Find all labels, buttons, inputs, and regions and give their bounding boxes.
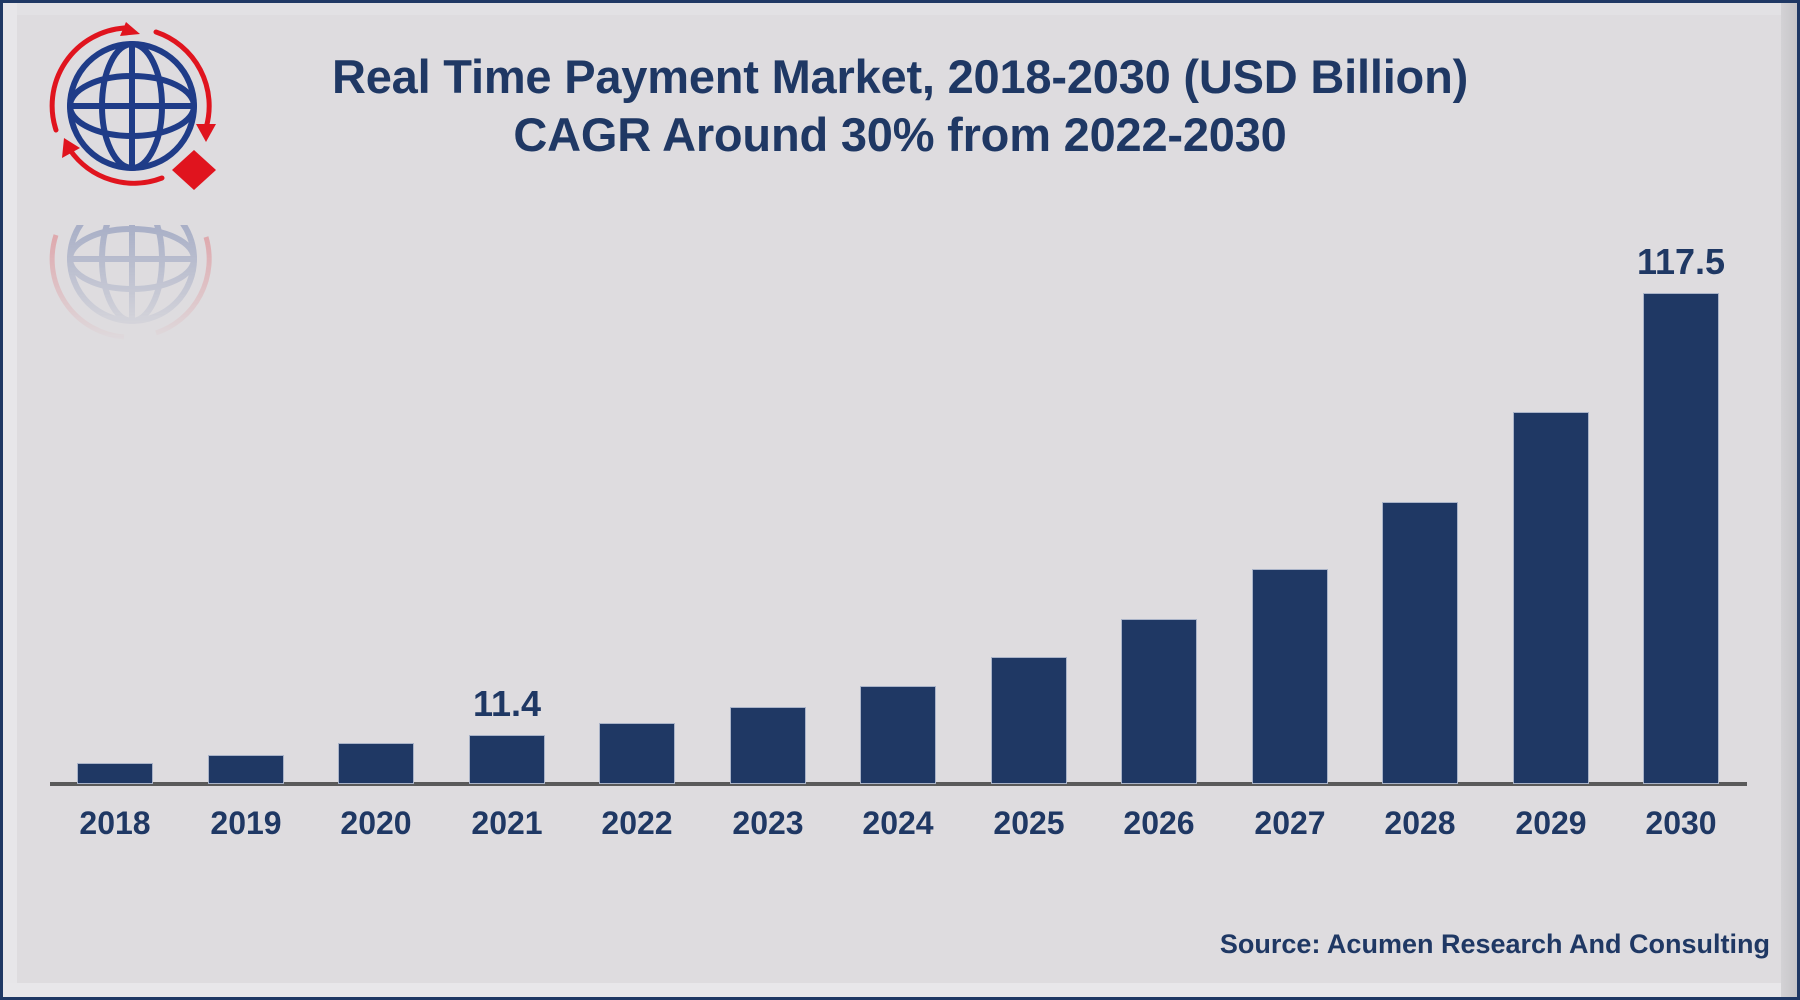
x-tick-label: 2030 [1645, 805, 1717, 841]
chart-title: Real Time Payment Market, 2018-2030 (USD… [0, 48, 1800, 164]
frame-bevel-top [3, 3, 1797, 15]
frame-bevel-left [3, 3, 17, 997]
bar-2026 [1122, 620, 1196, 783]
x-tick-label: 2029 [1515, 805, 1587, 841]
bar-2018 [78, 764, 152, 783]
bar-2027 [1253, 570, 1327, 783]
x-tick-label: 2020 [340, 805, 412, 841]
x-tick-label: 2026 [1123, 805, 1195, 841]
x-tick-label: 2019 [210, 805, 282, 841]
bar-2028 [1383, 503, 1457, 783]
x-tick-label: 2023 [732, 805, 804, 841]
bar-2025 [992, 658, 1066, 783]
data-label-2021: 11.4 [472, 683, 542, 724]
chart-subtitle: CAGR Around 30% from 2022-2030 [513, 108, 1287, 161]
bar-2029 [1514, 413, 1588, 783]
frame-bevel-right [1781, 3, 1797, 997]
bar-2022 [600, 724, 674, 783]
data-label-2030: 117.5 [1636, 241, 1726, 282]
bar-2020 [339, 744, 413, 783]
chart-background [17, 15, 1781, 983]
x-tick-label: 2024 [862, 805, 934, 841]
x-tick-label: 2022 [601, 805, 673, 841]
frame-bevel-bottom [3, 983, 1797, 997]
x-tick-label: 2018 [79, 805, 151, 841]
globe-logo-icon [44, 20, 234, 200]
logo-reflection-icon [44, 225, 234, 345]
x-tick-label: 2021 [471, 805, 543, 841]
x-axis-line [50, 782, 1747, 786]
bar-2030 [1644, 294, 1718, 783]
source-note: Source: Acumen Research And Consulting [1219, 929, 1770, 959]
bar-2024 [861, 687, 935, 783]
bar-2019 [209, 756, 283, 783]
bar-2023 [731, 708, 805, 783]
x-tick-label: 2025 [993, 805, 1065, 841]
bar-2021 [470, 736, 544, 783]
chart-title-line1: Real Time Payment Market, 2018-2030 (USD… [331, 50, 1469, 103]
x-tick-label: 2027 [1254, 805, 1326, 841]
x-tick-label: 2028 [1384, 805, 1456, 841]
